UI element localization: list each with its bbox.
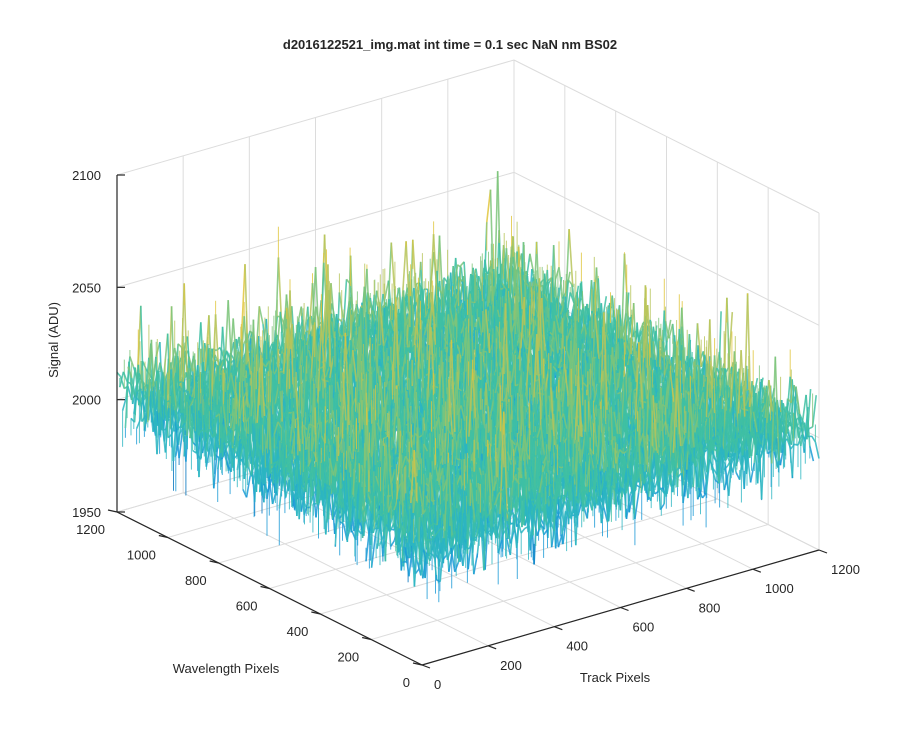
surface-segment: [259, 306, 263, 324]
surface-mesh: [117, 171, 819, 602]
surface-segment: [471, 302, 475, 303]
surface-segment: [569, 229, 573, 287]
surface-segment: [403, 241, 407, 296]
